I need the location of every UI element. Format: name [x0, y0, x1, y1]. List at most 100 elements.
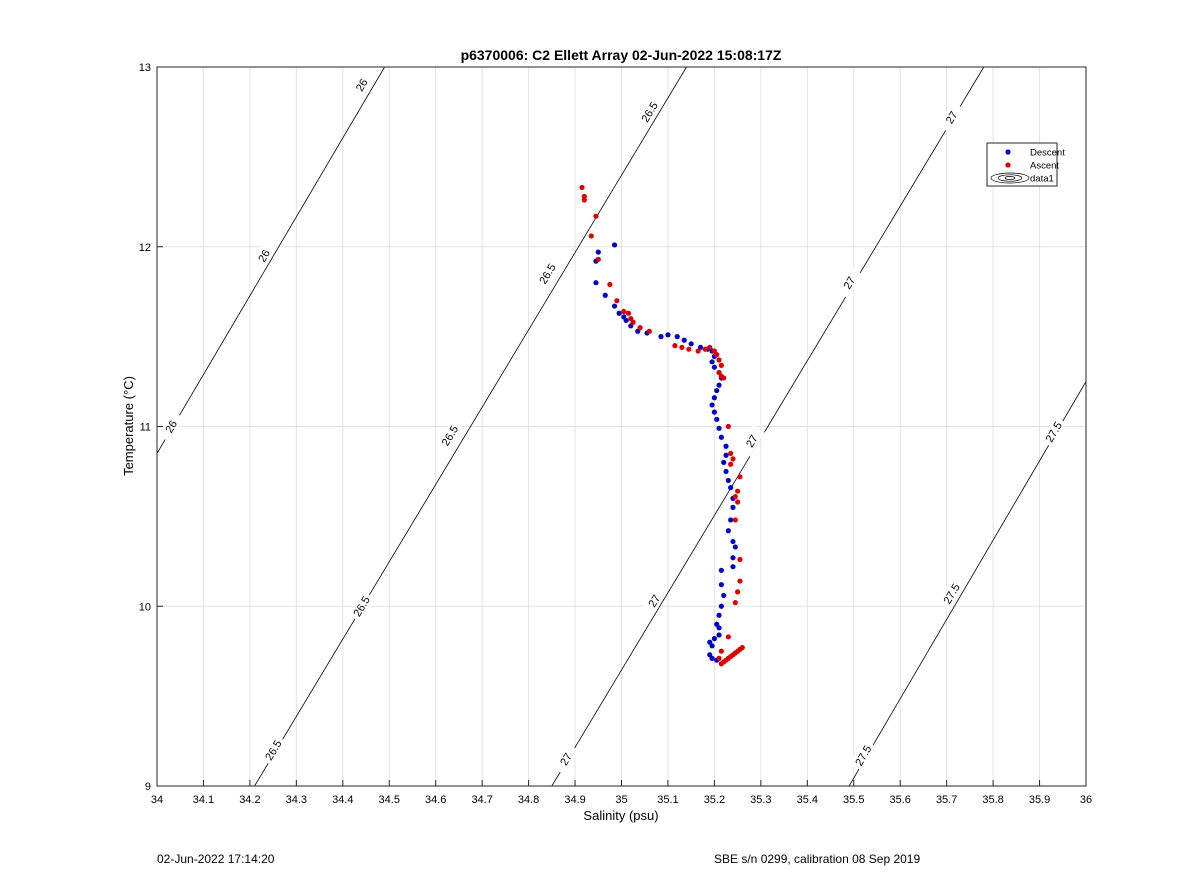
point-descent [723, 468, 729, 475]
contour-label-bg [348, 69, 375, 101]
point-descent [602, 292, 608, 298]
point-descent [718, 567, 724, 573]
contour-label-bg [259, 734, 287, 766]
point-descent [688, 341, 694, 347]
x-tick-label: 35.4 [797, 794, 818, 806]
point-descent [716, 632, 722, 638]
y-tick-label: 13 [139, 62, 151, 74]
point-ascent [735, 589, 741, 595]
contour-label-text: 27 [558, 751, 575, 768]
x-tick-label: 35.2 [704, 794, 725, 806]
point-ascent [732, 494, 738, 500]
point-descent [709, 402, 715, 408]
y-axis-label: Temperature (°C) [121, 376, 136, 476]
contour-line [157, 67, 385, 454]
contour-line [254, 67, 687, 786]
x-tick-label: 34.6 [425, 794, 446, 806]
point-descent [681, 337, 687, 343]
contour-label-bg [533, 258, 561, 290]
point-ascent [588, 233, 594, 239]
point-descent [716, 625, 722, 631]
point-ascent [725, 423, 731, 430]
point-ascent [732, 600, 738, 606]
point-descent [711, 395, 718, 401]
chart-title: p6370006: C2 Ellett Array 02-Jun-2022 15… [461, 47, 782, 63]
data-points [579, 184, 745, 667]
point-ascent [716, 357, 722, 363]
x-tick-label: 35.8 [982, 794, 1003, 806]
x-tick-label: 34.4 [332, 794, 353, 806]
point-ascent [718, 648, 724, 654]
point-descent [730, 538, 736, 545]
y-tick-label: 9 [145, 781, 151, 793]
contour-label-bg [1040, 416, 1067, 448]
point-ascent [686, 346, 692, 352]
point-descent [732, 544, 738, 550]
footer-calibration: SBE s/n 0299, calibration 08 Sep 2019 [714, 852, 921, 866]
point-descent [714, 387, 720, 394]
point-ascent [737, 474, 743, 480]
legend-marker-descent [1005, 149, 1011, 155]
contour-label-bg [157, 410, 185, 443]
point-descent [730, 564, 736, 570]
contour-label: 27 [738, 425, 765, 457]
x-tick-label: 35.3 [750, 794, 771, 806]
point-descent [611, 242, 618, 248]
contour-label-bg [640, 585, 668, 617]
contour-label: 26 [250, 240, 277, 272]
contour-label-text: 27 [944, 110, 961, 127]
point-ascent [581, 197, 587, 203]
point-descent [674, 334, 680, 340]
point-descent [709, 655, 715, 661]
point-ascent [593, 213, 599, 219]
y-tick-label: 11 [140, 422, 151, 434]
point-ascent [595, 256, 601, 262]
point-descent [711, 636, 718, 642]
point-ascent [646, 328, 652, 334]
contour-label-text: 27 [842, 275, 859, 292]
point-ascent [739, 644, 745, 651]
contour-label: 27 [552, 743, 579, 775]
contour-line [848, 381, 1086, 786]
x-tick-label: 34.7 [471, 794, 492, 806]
footer-timestamp: 02-Jun-2022 17:14:20 [157, 852, 275, 866]
point-ascent [732, 517, 738, 523]
point-ascent [625, 310, 632, 316]
contour-label: 26 [157, 410, 185, 443]
point-descent [716, 612, 722, 618]
contour-label-text: 26 [354, 77, 371, 94]
contour-label-bg [835, 267, 863, 299]
contour-label-bg [436, 419, 463, 452]
point-ascent [714, 352, 720, 358]
y-tick-label: 12 [139, 242, 151, 254]
legend-label-data1: data1 [1030, 174, 1054, 185]
point-descent [711, 409, 718, 415]
x-axis-ticks: 34 34.1 34.2 34.3 34.4 34.5 34.6 34.7 34.8 34.9 35… [151, 780, 1092, 806]
point-ascent [614, 298, 620, 304]
contour-label-text: 26 [256, 248, 273, 265]
point-descent [718, 603, 724, 609]
contour-label: 27 [835, 267, 863, 299]
point-descent [730, 555, 736, 561]
point-descent [593, 280, 599, 286]
point-descent [721, 459, 727, 466]
x-axis-label: Salinity (psu) [583, 808, 658, 823]
point-descent [611, 303, 618, 309]
legend-label-descent: Descent [1030, 148, 1065, 159]
contour-label-text: 27 [647, 593, 664, 610]
point-ascent [707, 344, 713, 351]
y-axis-ticks: 9 10 11 12 13 [139, 62, 163, 793]
point-ascent [728, 461, 734, 467]
contour-label-bg [938, 101, 965, 133]
contour-line [551, 67, 985, 786]
point-ascent [695, 348, 701, 354]
point-descent [714, 416, 720, 422]
density-contours [157, 67, 1086, 786]
point-ascent [737, 556, 743, 563]
point-descent [723, 452, 729, 458]
x-tick-label: 34.9 [564, 794, 585, 806]
point-descent [623, 317, 629, 324]
contour-label-text: 27 [744, 433, 761, 450]
point-ascent [607, 281, 613, 288]
